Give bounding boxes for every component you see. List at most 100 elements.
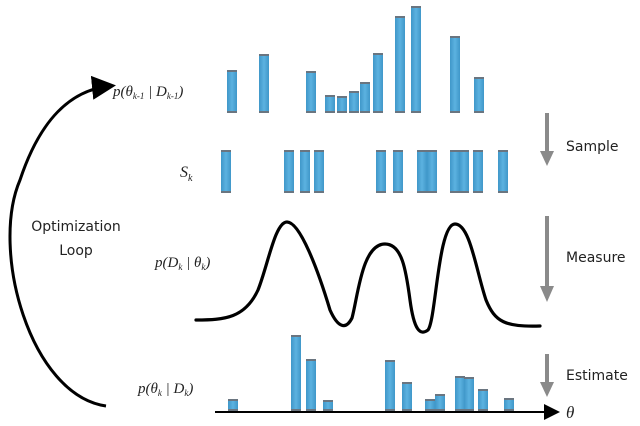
bar-cap <box>360 82 370 84</box>
bar-cap <box>450 150 460 152</box>
bar-cap <box>228 409 238 411</box>
sample-step-label: Sample <box>566 139 619 155</box>
bar <box>455 376 465 411</box>
bar-cap <box>450 191 460 193</box>
bar-cap <box>314 150 324 152</box>
bar-cap <box>435 409 445 411</box>
bar-cap <box>306 409 316 411</box>
bar-cap <box>259 54 269 56</box>
bar <box>373 53 383 113</box>
bar-cap <box>373 111 383 113</box>
bar-cap <box>455 376 465 378</box>
measure-arrow-icon <box>545 216 549 288</box>
bar-cap <box>455 409 465 411</box>
bar-cap <box>385 360 395 362</box>
bar-cap <box>402 382 412 384</box>
sample-step: Sample <box>540 113 619 166</box>
bar-cap <box>459 191 469 193</box>
bar <box>504 398 514 411</box>
bar-cap <box>464 409 474 411</box>
bar <box>395 16 405 113</box>
loop-label-line1: Optimization <box>31 219 121 235</box>
bar <box>393 150 403 193</box>
estimate-step-label: Estimate <box>566 368 628 384</box>
bar <box>478 389 488 411</box>
bar-cap <box>402 409 412 411</box>
bar <box>360 82 370 113</box>
posterior-label: p(θk | Dk) <box>137 381 193 398</box>
bar-cap <box>300 191 310 193</box>
bar-cap <box>325 95 335 97</box>
measure-step-label: Measure <box>566 250 626 266</box>
bar <box>306 71 316 113</box>
bar-cap <box>284 191 294 193</box>
bar-cap <box>411 111 421 113</box>
bar-cap <box>498 191 508 193</box>
bar-cap <box>376 191 386 193</box>
bar-cap <box>323 400 333 402</box>
bar <box>402 382 412 411</box>
bar-cap <box>417 150 427 152</box>
bar-cap <box>385 409 395 411</box>
bar <box>323 400 333 411</box>
bar <box>284 150 294 193</box>
bar <box>411 6 421 113</box>
bar-cap <box>376 150 386 152</box>
theta-axis-label: θ <box>566 403 574 422</box>
estimate-arrow-icon <box>545 354 549 384</box>
bar-cap <box>450 111 460 113</box>
bar-cap <box>473 191 483 193</box>
bar <box>228 399 238 411</box>
bar-cap <box>498 150 508 152</box>
bar-cap <box>360 111 370 113</box>
bar-cap <box>474 77 484 79</box>
bar-cap <box>425 399 435 401</box>
bar-cap <box>300 150 310 152</box>
bar-cap <box>459 150 469 152</box>
bar-cap <box>325 111 335 113</box>
bar <box>385 360 395 411</box>
bar-cap <box>473 150 483 152</box>
bar <box>325 95 335 113</box>
bar-cap <box>474 111 484 113</box>
bar <box>259 54 269 113</box>
bar <box>474 77 484 113</box>
estimate-step: Estimate <box>540 354 628 397</box>
loop-label-line2: Loop <box>59 243 93 259</box>
bar-cap <box>337 111 347 113</box>
sample-arrow-icon <box>545 113 549 153</box>
sample-bars <box>221 150 508 193</box>
prior-label: p(θk-1 | Dk-1) <box>112 84 183 101</box>
bar-cap <box>349 111 359 113</box>
bar-cap <box>291 409 301 411</box>
bar <box>450 150 460 193</box>
prior-distribution-bars <box>227 6 484 113</box>
bar-cap <box>504 409 514 411</box>
bar <box>459 150 469 193</box>
bar <box>227 70 237 113</box>
measure-step: Measure <box>540 216 626 302</box>
bar <box>300 150 310 193</box>
bar-cap <box>349 91 359 93</box>
bar-cap <box>427 150 437 152</box>
bar-cap <box>337 96 347 98</box>
bar <box>427 150 437 193</box>
bar-cap <box>504 398 514 400</box>
bar-cap <box>395 16 405 18</box>
likelihood-label: p(Dk | θk) <box>154 255 210 272</box>
bar-cap <box>221 191 231 193</box>
bar <box>435 394 445 411</box>
bar-cap <box>478 389 488 391</box>
bar <box>337 96 347 113</box>
bar <box>450 36 460 113</box>
bar-cap <box>393 191 403 193</box>
bar <box>425 399 435 411</box>
bar-cap <box>323 409 333 411</box>
bar <box>291 335 301 411</box>
bar-cap <box>464 377 474 379</box>
bar-cap <box>227 111 237 113</box>
bar-cap <box>425 409 435 411</box>
bar-cap <box>228 399 238 401</box>
bar <box>314 150 324 193</box>
